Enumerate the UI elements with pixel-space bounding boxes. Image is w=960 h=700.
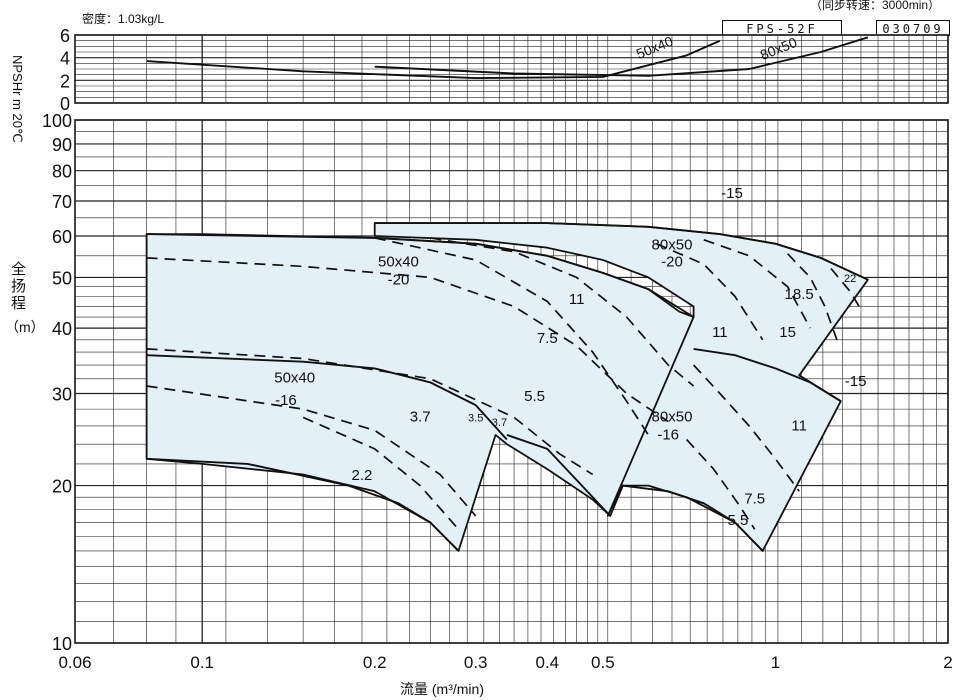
curve-50x40-mid [506,434,611,517]
curve-80x50-5-5 [685,438,756,530]
npsh-curve-80x50 [374,36,869,77]
curve-22 [830,267,860,307]
y-tick-label: 30 [52,384,72,404]
curve-label: 3.7 [492,417,507,429]
x-tick-label: 0.2 [363,653,387,672]
curve-50x40--16-max [146,354,508,441]
x-tick-label: 0.5 [591,653,615,672]
curve-label: 11 [569,291,585,308]
y-tick-label: 100 [42,111,72,131]
head-axis-title: 全扬程 [11,260,26,312]
curve-label: 5.5 [727,512,748,529]
x-tick-label: 0.4 [535,653,559,672]
y-tick-label: 70 [52,192,72,212]
curve-label: 50x40 [274,369,315,386]
y-tick-label: 50 [52,268,72,288]
curve-label: -15 [845,373,867,390]
curve-label: 3.5 [468,413,483,425]
curve-label: 50x40 [378,253,419,270]
density-label: 密度：1.03kg/L [82,12,165,26]
curve-80x50-min [621,484,764,552]
curve-5-5 [146,348,594,476]
curve-11 [430,237,695,387]
flow-axis-title: 流量 (m³/min) [400,681,484,697]
curve-80x50--20-max [374,222,869,281]
curve-label: 22 [844,273,856,285]
curve-80x50-7-5 [692,364,800,492]
curve-label: 7.5 [744,490,765,507]
curve-label: 18.5 [785,286,814,303]
curve-2-2 [302,416,460,530]
y-tick-label: 20 [52,477,72,497]
chart-labels: 0.06 0.1 0.2 0.3 0.4 0.5 1 21009080706050403020… [42,26,953,672]
npsh-tick-label: 0 [60,94,70,114]
npsh-curve-50x40 [146,39,721,80]
y-tick-label: 60 [52,227,72,247]
head-axis-unit: （m） [5,319,45,335]
curve-label: 80x50 [652,409,693,426]
curve-80x50--16-max [693,347,842,403]
curve-label: 7.5 [537,330,558,347]
x-tick-label: 0.1 [190,653,214,672]
y-tick-label: 90 [52,135,72,155]
curve-label: 5.5 [524,388,545,405]
curve-label: 3.7 [410,409,431,426]
x-tick-label: 1 [771,653,780,672]
code-tag: 030709 [876,20,950,36]
x-tick-label: 0.3 [464,653,488,672]
curve-3-7 [146,385,477,517]
curve-label: 11 [791,417,807,434]
npsh-tick-label: 2 [60,71,70,91]
curve-label: -20 [388,271,410,288]
npsh-tick-label: 4 [60,49,70,69]
performance-curves [146,36,869,552]
curve-80x50--15 [703,238,811,329]
curve-label: -16 [275,392,297,409]
curve-label: 11 [712,324,728,341]
curve-label: -15 [721,185,743,202]
curve-label: 2.2 [352,467,373,484]
curve-7-5 [374,237,650,436]
curve-label: 80x50 [652,237,693,254]
speed-label: （同步转速：3000min） [810,0,941,12]
y-tick-label: 80 [52,162,72,182]
npsh-tick-label: 6 [60,26,70,46]
curve-80x50-11 [656,242,764,341]
curve-label: -16 [657,426,679,443]
npsh-grid [74,34,949,104]
model-tag: FPS-52F [722,20,842,36]
x-tick-label: 2 [943,653,952,672]
curve-50x40-min [146,457,460,552]
curve-label: -20 [661,253,683,270]
npsh-axis-title: NPSHr m 20℃ [10,55,25,143]
y-tick-label: 40 [52,319,72,339]
curve-label: 15 [779,324,796,341]
y-tick-label: 10 [52,634,72,654]
x-tick-label: 0.06 [58,653,91,672]
